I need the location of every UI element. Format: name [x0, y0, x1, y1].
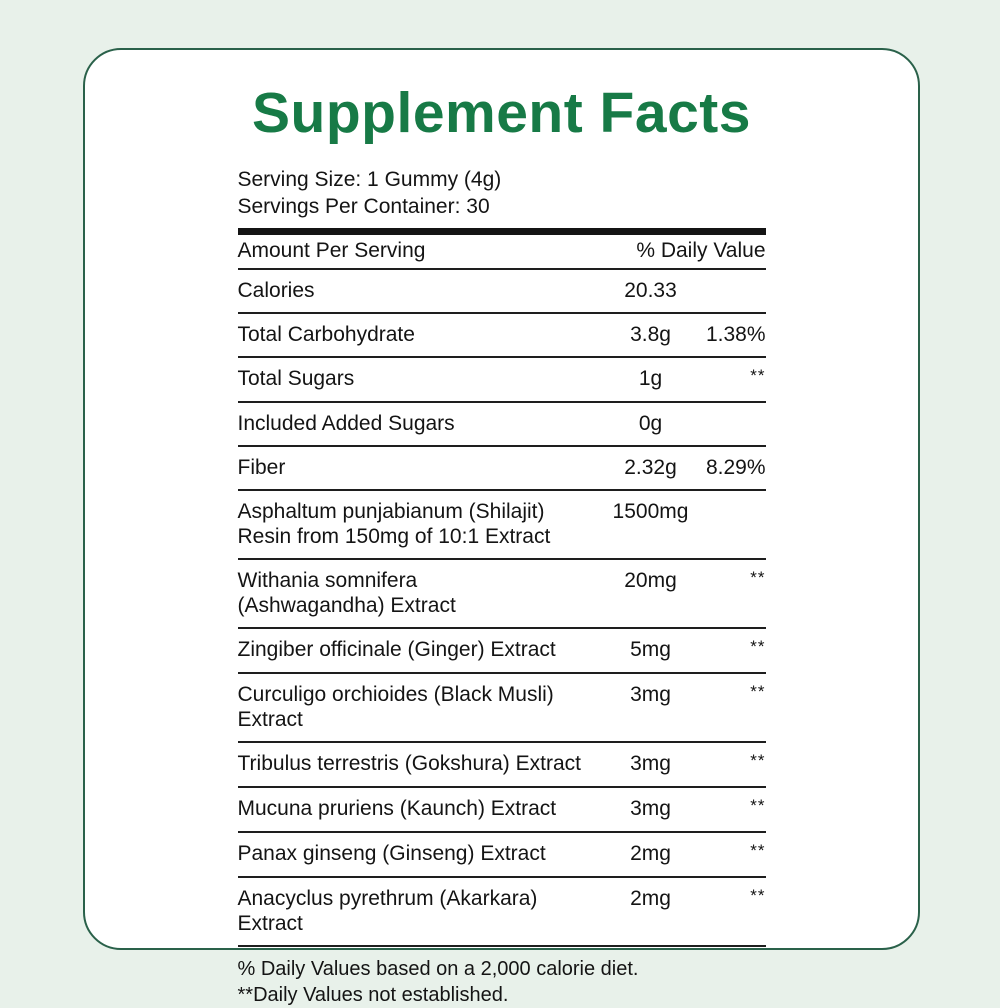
nutrient-name: Total Sugars: [237, 366, 355, 390]
nutrient-amount: 3mg: [630, 796, 671, 820]
footnote-not-established: **Daily Values not established.: [237, 983, 509, 1006]
nutrient-name: Included Added Sugars: [237, 411, 455, 435]
nutrient-amount: 20mg: [624, 568, 677, 592]
nutrient-amount: 3.8g: [630, 322, 671, 346]
nutrient-name: Asphaltum punjabianum (Shilajit) Resin fr…: [237, 499, 551, 548]
nutrient-amount: 1500mg: [612, 499, 689, 523]
not-established-asterisks: **: [750, 750, 766, 770]
not-established-asterisks: **: [750, 365, 766, 385]
header-divider-bar: [237, 227, 766, 235]
serving-info: Serving Size: 1 Gummy (4g) Servings Per …: [238, 166, 766, 220]
nutrient-name: Tribulus terrestris (Gokshura) Extract: [237, 751, 581, 775]
label-content: Supplement Facts Serving Size: 1 Gummy (…: [237, 81, 766, 1008]
nutrient-amount: 2mg: [630, 841, 671, 865]
nutrient-amount: 3mg: [630, 751, 671, 775]
nutrient-name: Calories: [237, 278, 315, 302]
amount-per-serving-header: Amount Per Serving: [237, 238, 426, 262]
supplement-facts-label: Supplement Facts Serving Size: 1 Gummy (…: [83, 48, 920, 1006]
not-established-asterisks: **: [750, 795, 766, 815]
table-row: Fiber 2.32g 8.29%: [237, 447, 766, 491]
nutrient-daily-value: **: [706, 568, 766, 594]
nutrient-name: Anacyclus pyrethrum (Akarkara) Extract: [237, 886, 538, 935]
table-row: Total Carbohydrate 3.8g 1.38%: [237, 314, 766, 358]
table-row: Anacyclus pyrethrum (Akarkara) Extract 2…: [237, 878, 766, 947]
serving-size: Serving Size: 1 Gummy (4g): [237, 167, 502, 191]
table-row: Tribulus terrestris (Gokshura) Extract 3…: [237, 743, 766, 788]
nutrient-amount: 20.33: [624, 278, 677, 302]
nutrient-amount: 2mg: [630, 886, 671, 910]
table-row: Zingiber officinale (Ginger) Extract 5mg…: [237, 629, 766, 674]
page-title: Supplement Facts: [252, 81, 751, 145]
table-row: Panax ginseng (Ginseng) Extract 2mg **: [237, 833, 766, 878]
table-row: Curculigo orchioides (Black Musli) Extra…: [237, 674, 766, 743]
nutrient-daily-value: 8.29%: [705, 455, 766, 479]
nutrient-daily-value: **: [706, 751, 766, 777]
footnotes: % Daily Values based on a 2,000 calorie …: [238, 947, 766, 1008]
not-established-asterisks: **: [750, 636, 766, 656]
daily-value-header: % Daily Value: [636, 238, 766, 262]
nutrient-daily-value: **: [706, 841, 766, 867]
nutrient-amount: 3mg: [630, 682, 671, 706]
nutrient-amount: 2.32g: [624, 455, 677, 479]
nutrient-name: Mucuna pruriens (Kaunch) Extract: [237, 796, 557, 820]
nutrient-amount: 0g: [638, 411, 663, 435]
nutrient-amount: 1g: [638, 366, 663, 390]
nutrient-amount: 5mg: [630, 637, 671, 661]
not-established-asterisks: **: [750, 681, 766, 701]
table-row: Asphaltum punjabianum (Shilajit) Resin fr…: [237, 491, 766, 560]
table-row: Included Added Sugars 0g: [237, 403, 766, 447]
nutrient-daily-value: **: [706, 366, 766, 392]
not-established-asterisks: **: [750, 840, 766, 860]
nutrient-name: Total Carbohydrate: [237, 322, 415, 346]
nutrient-name: Zingiber officinale (Ginger) Extract: [237, 637, 556, 661]
not-established-asterisks: **: [750, 567, 766, 587]
nutrient-name: Withania somnifera (Ashwagandha) Extract: [237, 568, 456, 617]
facts-table: Calories 20.33 Total Carbohydrate 3.8g 1…: [237, 270, 766, 947]
table-row: Withania somnifera (Ashwagandha) Extract …: [237, 560, 766, 629]
footnote-daily-values: % Daily Values based on a 2,000 calorie …: [237, 957, 639, 980]
table-row: Calories 20.33: [237, 270, 766, 314]
table-row: Total Sugars 1g **: [237, 358, 766, 403]
nutrient-name: Curculigo orchioides (Black Musli) Extra…: [237, 682, 554, 731]
nutrient-daily-value: **: [706, 796, 766, 822]
nutrient-daily-value: **: [706, 637, 766, 663]
servings-per-container: Servings Per Container: 30: [237, 194, 490, 218]
nutrient-name: Fiber: [237, 455, 286, 479]
nutrient-name: Panax ginseng (Ginseng) Extract: [237, 841, 546, 865]
not-established-asterisks: **: [750, 885, 766, 905]
nutrient-daily-value: **: [706, 682, 766, 708]
table-row: Mucuna pruriens (Kaunch) Extract 3mg **: [237, 788, 766, 833]
nutrient-daily-value: 1.38%: [705, 322, 766, 346]
table-header: Amount Per Serving % Daily Value: [237, 235, 766, 270]
nutrient-daily-value: **: [706, 886, 766, 912]
